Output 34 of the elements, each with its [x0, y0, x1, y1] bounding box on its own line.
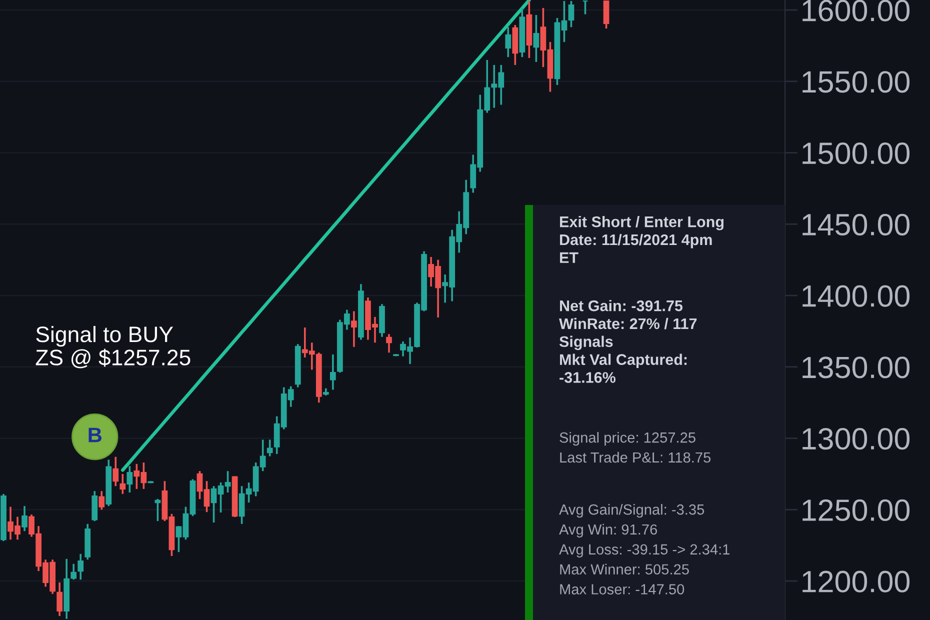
- candlestick: [70, 562, 77, 581]
- annotation: Exit Short / Enter Long Date: 11/15/2021 4pm ET: [560, 216, 724, 263]
- candlestick: [582, 0, 588, 16]
- y-tick-label: 1400.00: [802, 285, 910, 307]
- annotation: Net Gain: -391.75 WinRate: 27% / 117 Signals Mkt Val Captured: -31.16%: [559, 300, 697, 383]
- candlestick: [154, 498, 161, 522]
- y-tick-label: 1200.00: [802, 570, 910, 592]
- y-tick-label: 1600.00: [802, 0, 910, 22]
- y-tick-label: 1250.00: [802, 499, 910, 522]
- annotation: B: [88, 428, 102, 442]
- candlestick: [603, 0, 610, 30]
- candlestick: [98, 490, 105, 511]
- annotation: Signal to BUY ZS @ $1257.25: [36, 326, 190, 368]
- y-tick-label: 1450.00: [802, 214, 910, 236]
- candlestick: [568, 0, 574, 28]
- candlestick: [22, 505, 28, 532]
- candlestick: [78, 553, 84, 581]
- candlestick: [505, 26, 512, 58]
- candlestick: [126, 465, 133, 494]
- y-tick-label: 1550.00: [802, 71, 910, 93]
- candlestick: [120, 473, 126, 495]
- candlestick: [112, 456, 119, 487]
- candlestick: [351, 310, 357, 348]
- candlestick: [330, 354, 336, 391]
- annotation: Signal price: 1257.25 Last Trade P&L: 118.75: [560, 432, 711, 463]
- candlestick: [533, 14, 540, 63]
- candlestick: [386, 333, 392, 354]
- candlestick: [56, 582, 63, 617]
- candlestick: [92, 490, 98, 522]
- candlestick: [266, 438, 273, 458]
- y-tick-label: 1350.00: [802, 356, 910, 378]
- y-tick-label: 1300.00: [802, 428, 910, 450]
- annotation: Avg Gain/Signal: -3.35 Avg Win: 91.76 Avg Loss: -39.15 -> 2.34:1 Max Winner: 505.25 Max Loser: -147.50: [559, 504, 730, 594]
- y-tick-label: 1500.00: [802, 142, 910, 164]
